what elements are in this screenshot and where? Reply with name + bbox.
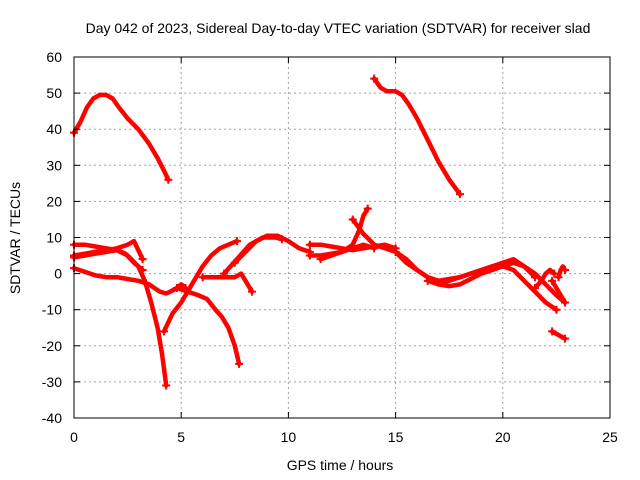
- series-point-marker: [138, 255, 147, 264]
- series-arc-6: [161, 238, 240, 334]
- x-tick-label: 25: [602, 429, 618, 445]
- series-point-marker: [530, 273, 539, 282]
- series-point-marker: [363, 204, 372, 213]
- series-point-marker: [138, 265, 147, 274]
- series-point-marker: [348, 215, 357, 224]
- series-arc-19: [549, 278, 568, 305]
- series-arc-1: [71, 92, 171, 182]
- series-point-marker: [370, 74, 379, 83]
- series-point-marker: [548, 276, 557, 285]
- x-axis-label: GPS time / hours: [287, 457, 394, 473]
- grid-layer: [74, 57, 610, 418]
- x-tick-labels: 0 5 10 15 20 25: [70, 429, 618, 445]
- series-point-marker: [235, 359, 244, 368]
- series-point-marker: [305, 240, 314, 249]
- series-point-marker: [247, 287, 256, 296]
- series-point-marker: [530, 284, 539, 293]
- series-point-marker: [220, 269, 229, 278]
- x-tick-label: 10: [281, 429, 297, 445]
- series-layer: [70, 74, 569, 390]
- y-tick-label: -10: [42, 302, 62, 318]
- series-point-marker: [550, 269, 559, 278]
- series-point-marker: [164, 175, 173, 184]
- y-tick-label: 60: [46, 49, 62, 65]
- x-tick-label: 15: [388, 429, 404, 445]
- tick-layer: [73, 56, 611, 419]
- series-point-marker: [548, 327, 557, 336]
- y-tick-label: -30: [42, 374, 62, 390]
- series-arc-16: [425, 256, 538, 287]
- series-point-marker: [316, 255, 325, 264]
- series-arc-13: [318, 242, 377, 262]
- series-point-marker: [230, 258, 239, 267]
- series-point-marker: [305, 251, 314, 260]
- series-arc-5: [71, 247, 145, 273]
- series-arc-7: [174, 285, 242, 367]
- y-tick-label: 50: [46, 85, 62, 101]
- x-tick-label: 5: [177, 429, 185, 445]
- chart-title: Day 042 of 2023, Sidereal Day-to-day VTE…: [86, 20, 591, 36]
- series-point-marker: [162, 381, 171, 390]
- y-axis-label: SDTVAR / TECUs: [7, 182, 23, 294]
- series-point-marker: [560, 265, 569, 274]
- series-point-marker: [172, 284, 181, 293]
- series-point-marker: [160, 327, 169, 336]
- y-tick-label: 10: [46, 230, 62, 246]
- series-arc-8: [200, 271, 255, 294]
- series-point-marker: [455, 190, 464, 199]
- series-point-marker: [560, 298, 569, 307]
- series-arc-18: [532, 267, 557, 291]
- y-tick-label: 0: [54, 266, 62, 282]
- series-point-marker: [552, 305, 561, 314]
- y-tick-label: 30: [46, 157, 62, 173]
- series-arc-21: [549, 329, 568, 341]
- series-point-marker: [560, 334, 569, 343]
- y-tick-labels: -40 -30 -20 -10 0 10 20 30 40 50 60: [42, 49, 62, 426]
- y-tick-label: -20: [42, 338, 62, 354]
- series-point-marker: [232, 237, 241, 246]
- series-arc-20: [556, 264, 568, 280]
- x-tick-label: 0: [70, 429, 78, 445]
- y-tick-label: 40: [46, 121, 62, 137]
- y-tick-label: 20: [46, 193, 62, 209]
- series-point-marker: [198, 273, 207, 282]
- x-tick-label: 20: [495, 429, 511, 445]
- series-point-marker: [554, 273, 563, 282]
- series-arc-10: [232, 233, 313, 266]
- series-arc-17: [371, 76, 463, 197]
- series-point-marker: [391, 247, 400, 256]
- series-point-marker: [423, 276, 432, 285]
- y-tick-label: -40: [42, 410, 62, 426]
